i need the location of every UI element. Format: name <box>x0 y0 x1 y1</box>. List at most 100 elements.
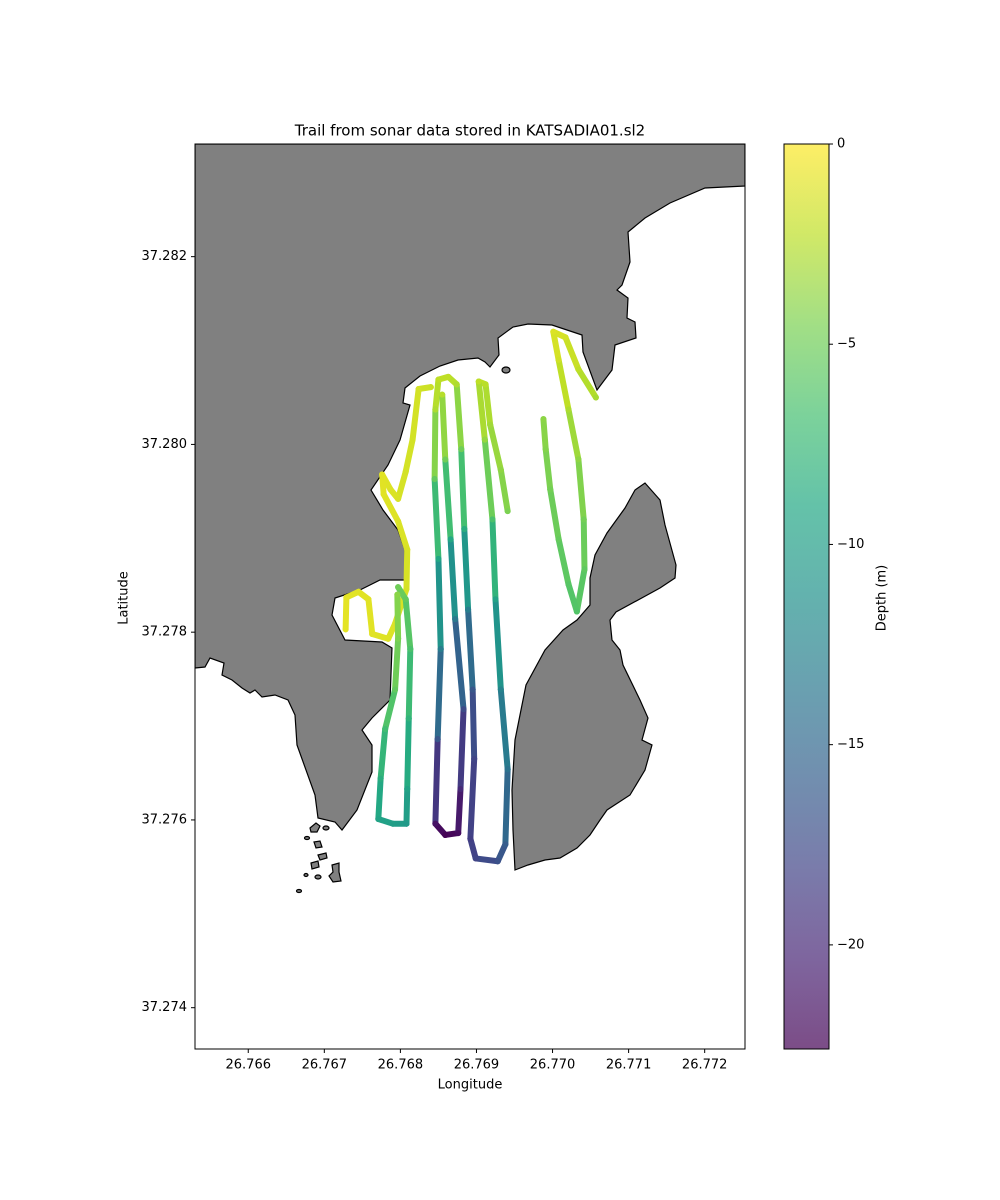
trail-point <box>395 584 402 591</box>
trail-segment <box>379 471 387 498</box>
islet <box>317 852 328 861</box>
trail-point <box>392 686 399 693</box>
trail-point <box>565 581 572 588</box>
trail-segment <box>555 536 572 588</box>
trail-point <box>402 468 409 475</box>
trail-point <box>465 606 472 613</box>
trail-segment <box>475 378 488 443</box>
x-axis-label: Longitude <box>438 1078 503 1093</box>
trail-point <box>550 328 557 335</box>
trail-segment <box>342 594 350 633</box>
islet <box>295 888 303 894</box>
trail-segment <box>461 525 472 613</box>
y-axis-label: Latitude <box>117 571 132 625</box>
trail-segment <box>375 775 384 822</box>
trail-point <box>380 491 387 498</box>
trail-point <box>497 466 504 473</box>
trail-segment <box>380 491 402 525</box>
trail-point <box>492 596 499 603</box>
trail-segment <box>442 456 454 543</box>
y-tick-label: 37.278 <box>142 625 188 640</box>
trail-point <box>540 416 547 423</box>
trail-point <box>404 546 411 553</box>
trail <box>342 328 599 865</box>
trail-segment <box>562 334 582 373</box>
colorbar-tick-label: −5 <box>837 337 856 352</box>
trail-point <box>435 555 442 562</box>
trail-segment <box>403 785 411 827</box>
trail-point <box>442 831 449 838</box>
trail-segment <box>395 468 409 502</box>
trail-segment <box>482 381 494 428</box>
trail-point <box>481 436 488 443</box>
trail-point <box>472 855 479 862</box>
y-tick-label: 37.280 <box>142 437 188 452</box>
trail-point <box>497 686 504 693</box>
trail-point <box>385 635 392 642</box>
trail-point <box>504 766 511 773</box>
trail-point <box>575 456 582 463</box>
trail-point <box>482 381 489 388</box>
trail-segment <box>394 591 402 642</box>
islet <box>501 366 511 374</box>
trail-segment <box>405 646 414 722</box>
trail-segment <box>453 381 465 453</box>
trail-segment <box>431 406 439 483</box>
x-tick-label: 26.771 <box>606 1058 652 1073</box>
trail-point <box>407 646 414 653</box>
trail-segment <box>458 446 468 532</box>
y-tick-label: 37.274 <box>142 1000 188 1015</box>
islet <box>310 860 320 870</box>
trail-segment <box>489 516 499 603</box>
trail-point <box>565 406 572 413</box>
trail-point <box>409 436 416 443</box>
trail-point <box>395 495 402 502</box>
trail-segment <box>447 536 459 623</box>
trail-point <box>445 373 452 380</box>
trail-segment <box>395 518 411 553</box>
trail-segment <box>575 366 599 401</box>
trail-segment <box>555 356 572 413</box>
trail-point <box>434 736 441 743</box>
colorbar-tick-label: −20 <box>837 937 864 952</box>
trail-point <box>382 725 389 732</box>
trail-segment <box>469 686 478 762</box>
trail-point <box>458 446 465 453</box>
trail-point <box>489 516 496 523</box>
trail-point <box>494 858 501 865</box>
y-tick-label: 37.276 <box>142 812 188 827</box>
trail-point <box>469 686 476 693</box>
islet <box>313 840 323 849</box>
trail-point <box>343 594 350 601</box>
trail-point <box>555 356 562 363</box>
trail-point <box>580 516 587 523</box>
colorbar-tick-label: −15 <box>837 737 864 752</box>
trail-point <box>504 508 511 515</box>
trail-segment <box>467 835 479 862</box>
trail-segment <box>580 516 588 573</box>
x-tick-label: 26.772 <box>682 1058 728 1073</box>
trail-point <box>405 715 412 722</box>
trail-segment <box>542 446 554 493</box>
trail-point <box>487 421 494 428</box>
trail-segment <box>502 766 511 848</box>
colorbar-tick-label: −10 <box>837 537 864 552</box>
trail-segment <box>455 785 464 837</box>
trail-point <box>575 366 582 373</box>
x-tick-label: 26.767 <box>302 1058 348 1073</box>
trail-point <box>581 566 588 573</box>
trail-point <box>431 476 438 483</box>
trail-point <box>475 378 482 385</box>
x-tick-label: 26.769 <box>454 1058 500 1073</box>
trail-point <box>342 626 349 633</box>
trail-point <box>432 820 439 827</box>
chart-title: Trail from sonar data stored in KATSADIA… <box>294 122 645 140</box>
trail-point <box>573 608 580 615</box>
trail-point <box>389 820 396 827</box>
trail-segment <box>409 386 422 443</box>
trail-point <box>427 384 434 391</box>
trail-point <box>461 525 468 532</box>
trail-segment <box>365 596 376 638</box>
trail-segment <box>481 436 496 523</box>
